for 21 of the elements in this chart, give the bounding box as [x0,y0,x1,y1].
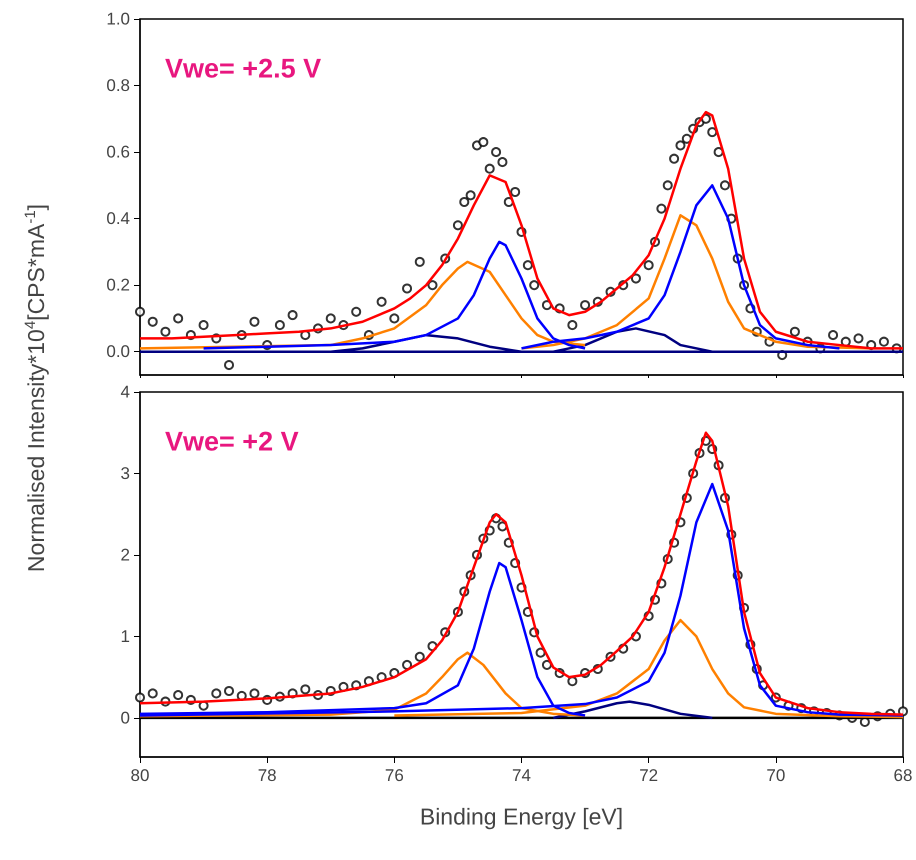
x-tick-label: 68 [894,766,912,785]
annotation: Vwe= +2.5 V [165,54,322,84]
y-tick-label: 0.2 [106,276,130,295]
y-tick-label: 1.0 [106,10,130,28]
x-axis-title: Binding Energy [eV] [420,804,624,830]
y-tick-label: 0.8 [106,76,130,96]
x-tick-label: 74 [512,766,531,785]
y-tick-label: 3 [120,464,130,483]
y-tick-label: 2 [120,545,130,564]
y-tick-label: 0.6 [106,142,130,162]
x-tick-label: 78 [258,766,277,785]
y-tick-label: 0.4 [106,209,130,228]
x-tick-label: 80 [130,766,150,785]
y-tick-label: 0.0 [106,342,130,362]
annotation: Vwe= +2 V [165,426,299,456]
x-tick-label: 70 [766,766,786,785]
y-tick-label: 0 [120,708,130,728]
x-tick-label: 76 [384,766,404,785]
y-tick-label: 1 [120,626,130,646]
x-tick-label: 72 [639,766,658,785]
y-tick-label: 4 [120,382,130,402]
